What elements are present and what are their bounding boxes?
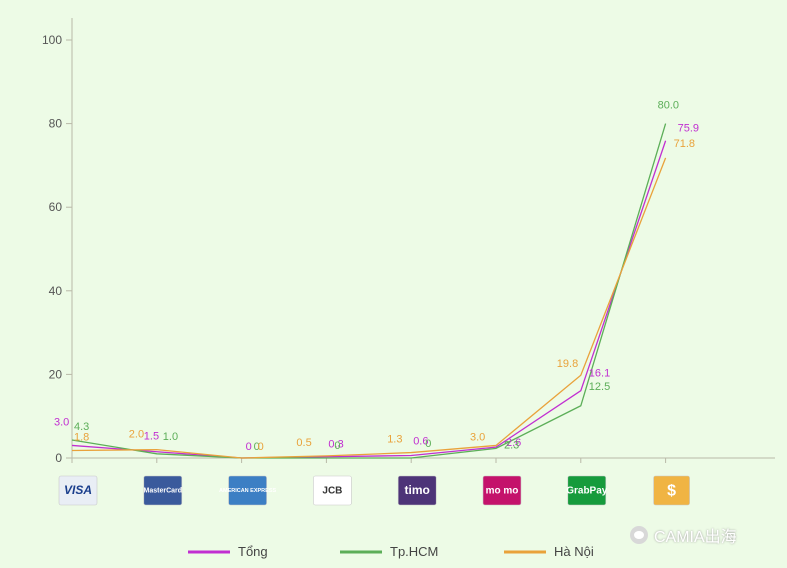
data-label: 75.9: [678, 123, 699, 135]
watermark-text: CAMIA出海: [654, 529, 737, 546]
logo-timo: timo: [397, 475, 437, 506]
amex-logo-text: AMERICAN EXPRESS: [219, 488, 276, 494]
cash-logo-bg: [653, 475, 690, 506]
amex-logo-bg: [228, 475, 267, 506]
series-line-2: [71, 157, 667, 459]
legend-label-2: Hà Nội: [554, 544, 594, 559]
momo-logo-text: mo mo: [486, 486, 519, 497]
data-label: 0.5: [296, 437, 311, 449]
y-tick-label: 20: [49, 367, 63, 381]
series-line-1: [71, 123, 667, 459]
grabpay-logo-bg: [567, 475, 607, 506]
momo-logo-bg: [482, 475, 522, 506]
series-line-0: [71, 140, 667, 459]
wechat-icon: [630, 526, 648, 544]
y-tick-label: 40: [49, 284, 63, 298]
data-label: 1.3: [387, 434, 402, 446]
legend: Tổng Tp.HCM Hà Nội: [188, 544, 594, 559]
data-label: 2.3: [504, 439, 519, 451]
data-label: 16.1: [589, 368, 610, 380]
data-label: 0: [254, 441, 260, 453]
timo-logo-bg: [397, 475, 437, 506]
data-label: 2.6: [506, 437, 521, 449]
data-label: 4.3: [74, 421, 89, 433]
logo-mastercard: MasterCard: [143, 475, 183, 506]
data-labels: 3.01.50 0.3 0.6 2.616.175.94.31.00 0 0 2.312.5…: [54, 100, 699, 453]
logo-momo: mo mo: [482, 475, 522, 506]
legend-label-1: Tp.HCM: [390, 544, 438, 559]
data-label: 19.8: [557, 358, 578, 370]
visa-logo-text: VISA: [64, 483, 92, 497]
mastercard-logo-bg: [143, 475, 183, 506]
data-label: 0: [246, 441, 252, 453]
legend-label-0: Tổng: [238, 544, 268, 559]
y-tick-label: 100: [42, 33, 62, 47]
logo-jcb: JCB: [313, 475, 352, 506]
cash-logo-text: $: [667, 483, 676, 500]
visa-logo-bg: [58, 475, 98, 506]
logo-amex: AMERICAN EXPRESS: [219, 475, 277, 506]
series-lines: [71, 123, 667, 459]
logo-cash: $: [653, 475, 690, 506]
data-label: 0.6: [413, 435, 428, 447]
chart-axes: [71, 18, 775, 459]
y-tick-label: 60: [49, 200, 63, 214]
x-axis-ticks: [71, 458, 667, 463]
timo-logo-text: timo: [405, 483, 430, 497]
data-label: 3.0: [470, 431, 485, 443]
y-tick-label: 0: [55, 451, 62, 465]
data-label: 1.8: [74, 431, 89, 443]
data-label: 1.0: [163, 431, 178, 443]
y-tick-label: 80: [49, 117, 63, 131]
data-label: 0.3: [328, 439, 343, 451]
data-label: 0: [425, 438, 431, 450]
data-label: 0: [334, 440, 340, 452]
logo-visa: VISA: [58, 475, 98, 506]
jcb-logo-text: JCB: [322, 486, 342, 497]
data-label: 3.0: [54, 416, 69, 428]
data-label: 0: [258, 441, 264, 453]
category-logos: VISA MasterCard AMERICAN EXPRESS JCB timo mo …: [58, 475, 690, 506]
watermark: CAMIA出海: [630, 523, 737, 547]
y-axis-ticks: 0 20 40 60 80 100: [42, 33, 72, 465]
data-label: 80.0: [658, 100, 679, 112]
data-label: 12.5: [589, 381, 610, 393]
mastercard-logo-text: MasterCard: [144, 487, 183, 494]
logo-grabpay: GrabPay: [566, 475, 608, 506]
data-label: 71.8: [674, 138, 695, 150]
data-label: 1.5: [144, 431, 159, 443]
data-label: 2.0: [129, 429, 144, 441]
grabpay-logo-text: GrabPay: [566, 486, 608, 497]
jcb-logo-bg: [313, 475, 352, 506]
